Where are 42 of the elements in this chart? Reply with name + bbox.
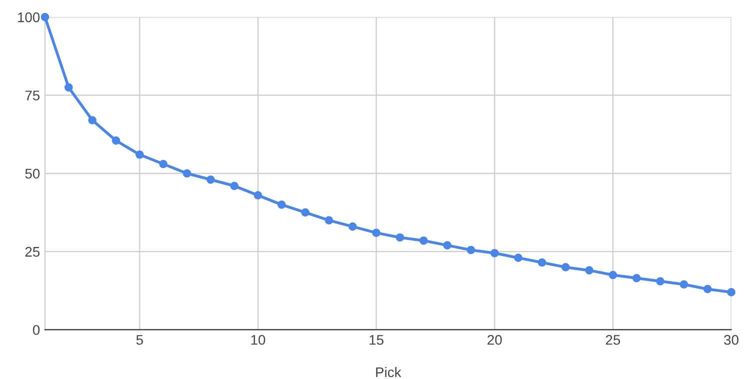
point xyxy=(277,200,286,209)
point xyxy=(301,208,310,217)
point xyxy=(112,136,120,145)
point xyxy=(490,248,499,258)
x-tick-label: 10 xyxy=(251,334,266,345)
x-axis-title: Pick xyxy=(376,366,402,378)
point xyxy=(40,12,50,22)
point xyxy=(348,222,357,231)
point xyxy=(514,254,522,262)
y-tick-label: 25 xyxy=(25,246,40,257)
y-tick-label: 100 xyxy=(18,12,40,22)
point xyxy=(396,233,404,242)
point xyxy=(538,258,546,267)
point xyxy=(88,116,96,124)
y-tick-label: 50 xyxy=(25,168,40,179)
point xyxy=(182,169,192,178)
y-tick-label: 0 xyxy=(32,325,40,335)
point xyxy=(727,288,736,296)
point xyxy=(585,266,594,274)
point xyxy=(443,241,452,250)
point xyxy=(419,236,428,245)
x-tick-label: 15 xyxy=(370,335,384,345)
point xyxy=(206,175,215,184)
point xyxy=(135,150,144,159)
point xyxy=(254,191,262,200)
point xyxy=(703,284,712,294)
x-tick-label: 20 xyxy=(488,334,502,345)
point xyxy=(656,277,664,286)
point xyxy=(466,246,476,254)
x-tick-label: 5 xyxy=(136,335,143,345)
point xyxy=(561,263,570,272)
point xyxy=(608,270,618,280)
y-tick-label: 75 xyxy=(25,90,40,100)
point xyxy=(230,182,238,190)
point xyxy=(64,83,73,92)
point xyxy=(159,160,168,168)
point xyxy=(680,280,688,289)
x-tick-label: 30 xyxy=(724,334,738,345)
x-tick-label: 25 xyxy=(606,334,620,345)
point xyxy=(324,216,334,224)
point xyxy=(632,274,641,282)
point xyxy=(372,228,380,237)
